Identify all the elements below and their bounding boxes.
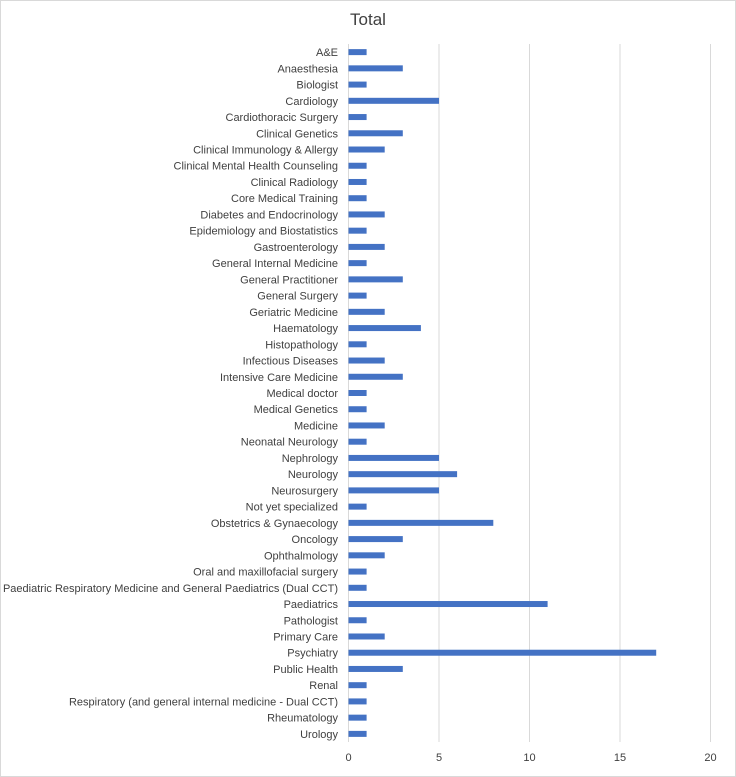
category-label: A&E <box>316 47 338 59</box>
bar <box>348 633 385 640</box>
bar <box>348 373 403 380</box>
bar <box>348 487 439 494</box>
category-labels: A&E Anaesthesia Biologist Cardiology Cardiot… <box>3 47 339 741</box>
x-tick-label: 20 <box>704 752 716 764</box>
category-label: Clinical Mental Health Counseling <box>174 161 338 173</box>
category-label: Anaesthesia <box>277 63 338 75</box>
bar <box>348 698 367 705</box>
category-label: Medical doctor <box>266 388 338 400</box>
category-label: General Surgery <box>257 291 338 303</box>
category-label: Haematology <box>273 323 338 335</box>
category-label: Cardiology <box>285 96 338 108</box>
bar <box>348 227 367 234</box>
bar <box>348 552 385 559</box>
bar <box>348 308 385 315</box>
bar <box>348 682 367 689</box>
x-tick-label: 10 <box>523 752 535 764</box>
category-label: Paediatric Respiratory Medicine and Gene… <box>3 583 338 595</box>
bar <box>348 617 367 624</box>
x-tick-label: 0 <box>345 752 351 764</box>
category-label: Ophthalmology <box>264 550 338 562</box>
category-label: Core Medical Training <box>231 193 338 205</box>
bar <box>348 568 367 575</box>
category-label: Gastroenterology <box>254 242 339 254</box>
bar <box>348 438 367 445</box>
bar <box>348 649 657 656</box>
bar <box>348 211 385 218</box>
bar <box>348 260 367 267</box>
category-label: Clinical Radiology <box>251 177 339 189</box>
bar <box>348 454 439 461</box>
chart-title: Total <box>350 10 386 29</box>
bar <box>348 601 548 608</box>
category-label: Respiratory (and general internal medici… <box>69 696 338 708</box>
category-label: Infectious Diseases <box>243 356 339 368</box>
bar <box>348 97 439 104</box>
category-label: Geriatric Medicine <box>249 307 338 319</box>
bar <box>348 584 367 591</box>
category-label: Not yet specialized <box>246 502 338 514</box>
category-label: Rheumatology <box>267 713 338 725</box>
bar <box>348 730 367 737</box>
bar <box>348 519 494 526</box>
category-label: Neurosurgery <box>271 485 338 497</box>
x-tick-label: 15 <box>614 752 626 764</box>
category-label: Pathologist <box>284 615 338 627</box>
bar <box>348 243 385 250</box>
category-label: Histopathology <box>265 339 338 351</box>
gridlines <box>348 44 711 742</box>
bar <box>348 292 367 299</box>
category-label: Clinical Immunology & Allergy <box>193 145 338 157</box>
category-label: Primary Care <box>273 631 338 643</box>
category-label: Psychiatry <box>287 648 338 660</box>
category-label: Oral and maxillofacial surgery <box>193 567 338 579</box>
bar <box>348 357 385 364</box>
category-label: General Practitioner <box>240 274 338 286</box>
bar <box>348 195 367 202</box>
category-label: Medical Genetics <box>254 404 339 416</box>
bar <box>348 65 403 72</box>
bar <box>348 276 403 283</box>
bar <box>348 503 367 510</box>
category-label: Neonatal Neurology <box>241 437 339 449</box>
category-label: Biologist <box>296 80 338 92</box>
category-label: Oncology <box>292 534 339 546</box>
x-tick-label: 5 <box>436 752 442 764</box>
category-label: Neurology <box>288 469 339 481</box>
category-label: Urology <box>300 729 338 741</box>
bar <box>348 536 403 543</box>
bar <box>348 178 367 185</box>
x-axis-tick-labels: 0 5 10 15 20 <box>345 752 716 764</box>
bar <box>348 130 403 137</box>
bar <box>348 325 421 332</box>
bar <box>348 714 367 721</box>
bar <box>348 49 367 56</box>
bar <box>348 422 385 429</box>
category-label: Obstetrics & Gynaecology <box>211 518 339 530</box>
category-label: Intensive Care Medicine <box>220 372 338 384</box>
category-label: Paediatrics <box>284 599 339 611</box>
bar <box>348 146 385 153</box>
category-label: Clinical Genetics <box>256 128 338 140</box>
category-label: Nephrology <box>282 453 339 465</box>
bar <box>348 114 367 121</box>
bar <box>348 471 458 478</box>
bar <box>348 81 367 88</box>
bar <box>348 390 367 396</box>
category-label: Epidemiology and Biostatistics <box>189 226 338 238</box>
category-label: Medicine <box>294 420 338 432</box>
category-label: Cardiothoracic Surgery <box>226 112 339 124</box>
bar <box>348 162 367 169</box>
category-label: Diabetes and Endocrinology <box>200 209 338 221</box>
bar <box>348 341 367 348</box>
category-label: General Internal Medicine <box>212 258 338 270</box>
category-label: Public Health <box>273 664 338 676</box>
bar <box>348 406 367 413</box>
bars <box>348 49 657 737</box>
bar <box>348 665 403 672</box>
category-label: Renal <box>309 680 338 692</box>
